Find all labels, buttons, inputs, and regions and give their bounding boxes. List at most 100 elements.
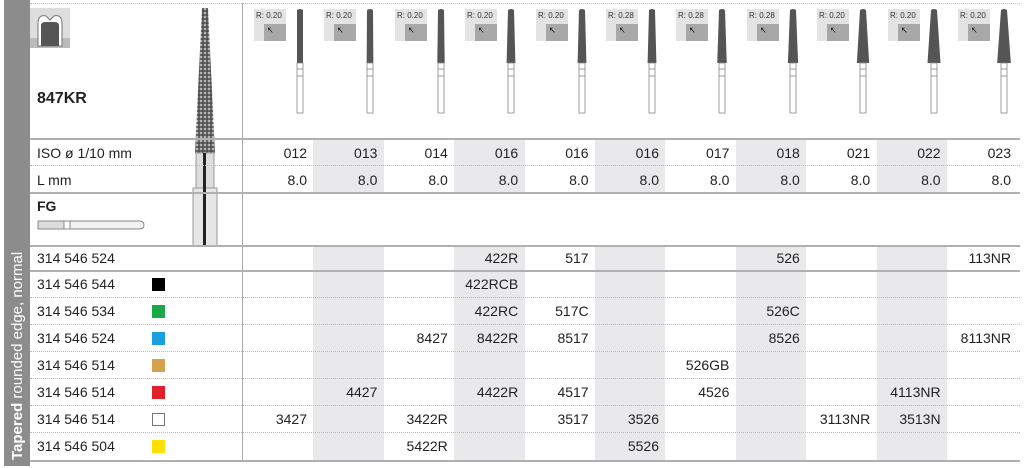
length-value: 8.0 [498,172,519,188]
column-shade [313,140,384,192]
divider [242,3,243,461]
radius-label: R: 0.20 [326,11,352,20]
grit-color-swatch [152,440,165,453]
iso-label: ISO ø 1/10 mm [37,145,132,161]
article-code: 526 [776,250,800,266]
column-shade [735,246,807,460]
iso-value: 013 [354,145,378,161]
radius-label: R: 0.20 [960,11,986,20]
svg-text:↖: ↖ [478,26,485,36]
radius-label: R: 0.20 [819,11,845,20]
iso-value: 018 [776,145,800,161]
bur-diagram: R: 0.20 ↖ [324,9,374,114]
row-divider [30,270,1020,272]
length-value: 8.0 [357,172,378,188]
grit-color-swatch [152,413,165,426]
bur-diagram: R: 0.20 ↖ [958,9,1011,114]
article-code: 113NR [968,250,1011,266]
length-value: 8.0 [287,172,307,188]
reference-number: 314 546 544 [37,276,115,292]
reference-number: 314 546 524 [37,330,115,346]
bur-diagram: R: 0.20 ↖ [887,9,941,114]
article-code: 517C [555,303,589,319]
shank-type: FG [37,198,57,214]
bur-photo [192,8,218,246]
iso-value: 022 [917,145,941,161]
radius-label: R: 0.20 [538,11,564,20]
article-code: 526GB [685,357,730,373]
length-value: 8.0 [921,172,941,188]
length-label: L mm [37,172,72,188]
article-code: 4422R [476,384,519,400]
row-divider [30,245,1020,247]
svg-text:↖: ↖ [971,26,978,36]
svg-text:↖: ↖ [830,26,837,36]
column-shade [454,246,525,460]
svg-text:↖: ↖ [619,26,626,36]
article-code: 3517 [557,411,589,427]
length-value: 8.0 [850,172,871,188]
svg-text:↖: ↖ [760,26,767,36]
radius-label: R: 0.20 [890,11,916,20]
article-code: 8113NR [960,330,1011,346]
article-code: 4113NR [890,384,941,400]
article-code: 3513N [899,411,941,427]
article-code: 422RC [474,303,519,319]
grit-color-swatch [152,359,165,372]
radius-label: R: 0.20 [397,11,423,20]
column-shade [876,140,947,192]
bur-diagram: R: 0.28 ↖ [746,9,798,114]
article-code: 4517 [557,384,589,400]
article-code: 422R [484,250,519,266]
length-value: 8.0 [428,172,448,188]
row-divider [30,405,1020,406]
column-shade [735,140,807,192]
grit-color-swatch [152,278,165,291]
reference-number: 314 546 514 [37,384,115,400]
article-code: 8526 [768,330,800,346]
length-value: 8.0 [709,172,730,188]
iso-value: 021 [846,145,871,161]
bur-diagram: R: 0.28 ↖ [676,9,728,114]
reference-number: 314 546 514 [37,411,115,427]
row-divider [30,138,1020,140]
reference-number: 314 546 514 [37,357,115,373]
svg-text:↖: ↖ [408,26,415,36]
article-code: 8517 [557,330,589,346]
iso-value: 023 [987,145,1011,161]
radius-label: R: 0.28 [608,11,634,20]
iso-value: 014 [424,145,448,161]
iso-value: 016 [494,145,519,161]
article-code: 4526 [698,384,730,400]
article-code: 3113NR [819,411,871,427]
svg-text:↖: ↖ [337,26,344,36]
svg-text:↖: ↖ [901,26,908,36]
radius-label: R: 0.20 [467,11,493,20]
article-code: 3422R [406,411,448,427]
length-value: 8.0 [639,172,659,188]
length-value: 8.0 [569,172,589,188]
bur-diagram: R: 0.28 ↖ [606,9,657,114]
row-divider [30,297,1020,298]
column-shade [595,246,666,460]
column-shade [876,246,947,460]
radius-label: R: 0.28 [749,11,775,20]
row-divider [30,351,1020,352]
row-divider [30,432,1020,433]
bur-diagram: R: 0.20 ↖ [465,9,516,114]
row-divider [30,460,1020,462]
row-divider [30,165,1020,166]
product-name: 847KR [37,90,87,107]
bur-diagram: R: 0.20 ↖ [535,9,586,114]
row-divider [30,192,1020,194]
column-shade [313,246,384,460]
article-code: 8427 [416,330,448,346]
reference-number: 314 546 534 [37,303,115,319]
crown-icon [30,8,70,48]
iso-value: 016 [635,145,659,161]
svg-text:↖: ↖ [689,26,696,36]
article-code: 3526 [627,411,659,427]
grit-color-swatch [152,305,165,318]
article-code: 526C [766,303,800,319]
article-code: 5422R [406,438,448,454]
